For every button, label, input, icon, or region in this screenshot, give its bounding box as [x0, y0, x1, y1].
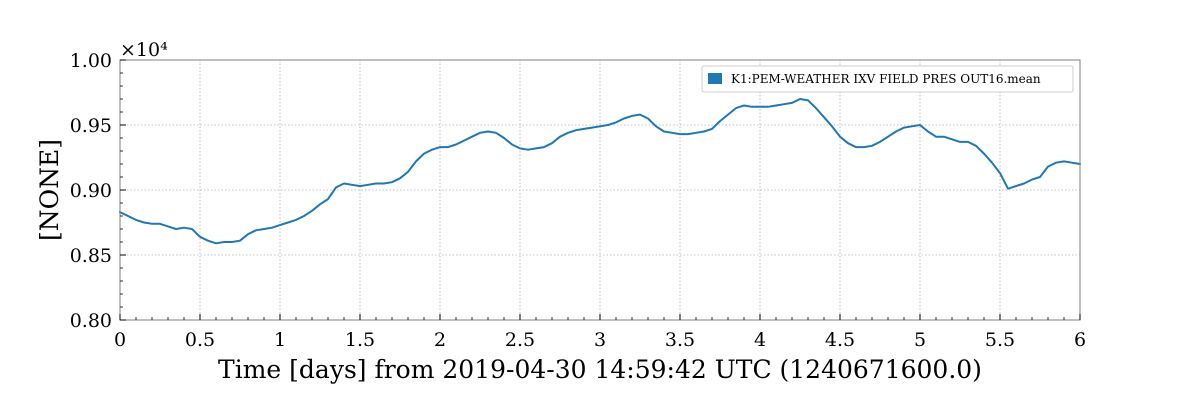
grid-lines [120, 60, 1080, 320]
x-tick-label: 1.5 [345, 329, 375, 351]
x-tick-label: 6 [1074, 329, 1086, 351]
y-axis-multiplier: ×10⁴ [120, 39, 168, 61]
x-tick-label: 3 [594, 329, 606, 351]
x-tick-label: 4.5 [825, 329, 855, 351]
y-tick-label: 0.90 [70, 180, 112, 202]
x-axis-title: Time [days] from 2019-04-30 14:59:42 UTC… [218, 355, 982, 384]
y-axis-title: [NONE] [35, 139, 64, 241]
x-tick-label: 5 [914, 329, 926, 351]
y-tick-label: 0.85 [70, 245, 112, 267]
legend-entry-label: K1:PEM-WEATHER IXV FIELD PRES OUT16.mean [731, 72, 1041, 86]
x-tick-label: 2 [434, 329, 446, 351]
x-tick-label: 5.5 [985, 329, 1015, 351]
y-tick-label: 0.95 [70, 115, 112, 137]
x-tick-label: 4 [754, 329, 766, 351]
x-tick-label: 0 [114, 329, 126, 351]
series-line [119, 98, 1081, 245]
legend-box [701, 65, 1074, 93]
x-tick-label: 3.5 [665, 329, 695, 351]
x-tick-label: 2.5 [505, 329, 535, 351]
y-tick-label: 1.00 [70, 50, 112, 72]
x-tick-label: 0.5 [185, 329, 215, 351]
legend: K1:PEM-WEATHER IXV FIELD PRES OUT16.mean [701, 65, 1074, 93]
y-axis-tick-labels: 0.80 0.85 0.90 0.95 1.00 [70, 50, 112, 332]
x-axis-tick-labels: 0 0.5 1 1.5 2 2.5 3 3.5 4 4.5 5 5.5 6 [114, 329, 1086, 351]
legend-swatch [708, 73, 722, 84]
axis-ticks [119, 59, 1081, 321]
x-tick-label: 1 [274, 329, 286, 351]
y-tick-label: 0.80 [70, 310, 112, 332]
